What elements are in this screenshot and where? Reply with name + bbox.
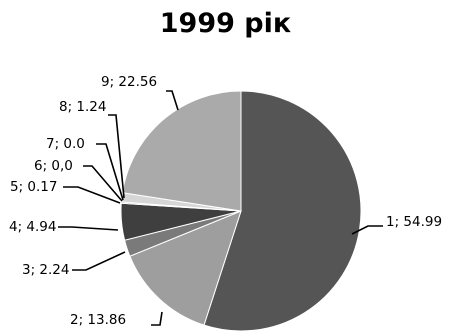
- leader-line-1: [351, 225, 383, 235]
- slice-label-8: 8; 1.24: [59, 99, 107, 115]
- leader-line-2: [151, 311, 163, 326]
- slice-labels: 1; 54.99 2; 13.86 3; 2.24 4; 4.94 5; 0.17 6; …: [9, 74, 442, 328]
- leader-line-6: [83, 165, 123, 202]
- slice-label-1: 1; 54.99: [386, 214, 442, 230]
- pie-slice-2: [129, 210, 242, 326]
- leader-line-3: [72, 251, 126, 271]
- pie-slice-9: [121, 90, 242, 212]
- leader-line-5: [63, 186, 121, 204]
- pie-slices: [120, 90, 362, 332]
- leader-line-8: [108, 114, 125, 199]
- leader-line-9: [166, 90, 179, 111]
- chart-title: 1999 рік: [159, 8, 292, 39]
- slice-label-7: 7; 0.0: [46, 136, 85, 152]
- leader-line-4: [58, 226, 119, 231]
- leader-lines: [58, 90, 383, 326]
- slice-label-6: 6; 0,0: [34, 158, 73, 174]
- slice-label-9: 9; 22.56: [101, 74, 157, 90]
- slice-label-4: 4; 4.94: [9, 219, 57, 235]
- slice-label-3: 3; 2.24: [22, 262, 70, 278]
- slice-label-5: 5; 0.17: [10, 179, 58, 195]
- slice-label-2: 2; 13.86: [70, 312, 126, 328]
- leader-line-7: [96, 143, 124, 201]
